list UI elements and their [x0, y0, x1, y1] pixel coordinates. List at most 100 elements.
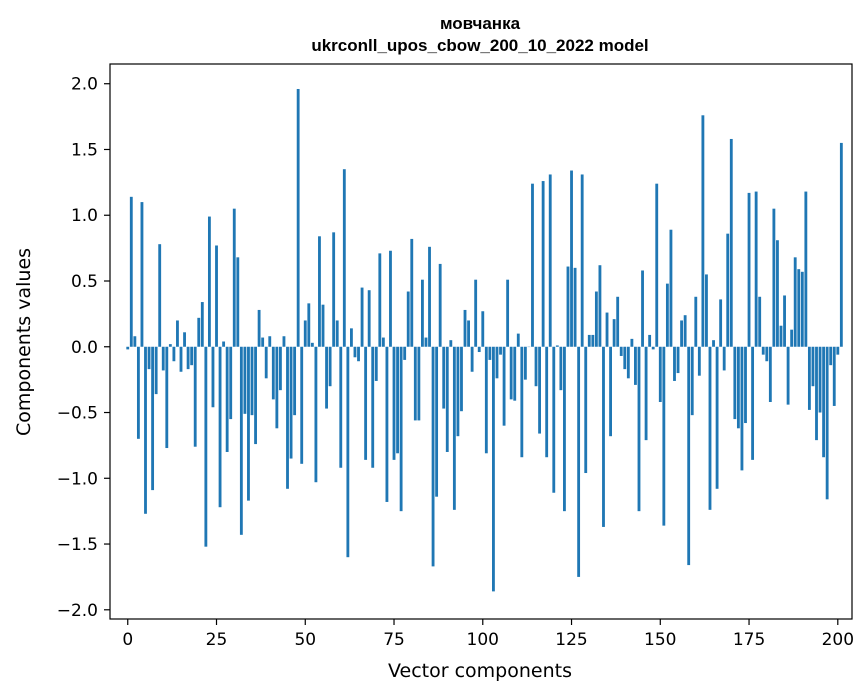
bar-52: [310, 342, 314, 347]
bar-144: [637, 346, 641, 512]
bar-56: [325, 346, 328, 409]
bar-4: [140, 202, 144, 347]
bar-64: [353, 346, 357, 358]
bar-45: [286, 346, 289, 489]
bar-141: [626, 346, 630, 379]
bar-106: [502, 346, 506, 426]
bar-104: [495, 346, 499, 379]
bar-8: [154, 346, 158, 395]
bar-60: [339, 346, 343, 468]
chart-title-line-2: ukrconll_upos_cbow_200_10_2022 model: [311, 36, 648, 55]
bar-100: [481, 311, 485, 347]
x-tick-label-125: 125: [555, 630, 587, 650]
bar-147: [648, 334, 652, 347]
bar-22: [204, 346, 208, 547]
bar-90: [445, 346, 449, 452]
bar-82: [417, 346, 421, 421]
bar-179: [761, 346, 765, 355]
bar-74: [389, 250, 392, 347]
y-tick-label-2: 1.0: [71, 206, 98, 226]
bar-108: [509, 346, 513, 400]
bar-66: [360, 287, 364, 347]
bar-49: [300, 346, 304, 464]
bar-171: [733, 346, 737, 420]
bar-36: [254, 346, 257, 445]
x-tick-label-0: 0: [122, 630, 133, 650]
bar-32: [239, 346, 243, 535]
bar-59: [335, 320, 339, 347]
bar-187: [790, 329, 794, 347]
bar-109: [513, 346, 517, 401]
bar-139: [619, 346, 623, 356]
bar-31: [236, 257, 240, 347]
bar-153: [669, 229, 673, 347]
y-tick-label-6: −1.0: [57, 469, 98, 489]
chart-title-line-1: мовчанка: [440, 14, 521, 33]
bar-95: [463, 309, 467, 347]
bar-120: [552, 346, 556, 493]
bar-70: [374, 346, 378, 381]
bar-79: [406, 291, 410, 347]
bar-96: [467, 320, 470, 347]
bar-119: [548, 174, 552, 347]
bar-160: [694, 296, 698, 347]
bar-132: [594, 291, 598, 347]
bar-71: [378, 253, 382, 347]
bar-94: [460, 346, 463, 412]
bar-128: [580, 174, 584, 347]
bar-169: [726, 233, 730, 347]
bar-182: [772, 208, 776, 347]
bar-83: [421, 279, 424, 347]
bar-193: [811, 346, 815, 387]
bar-91: [449, 340, 453, 347]
bar-29: [229, 346, 233, 420]
bar-164: [708, 346, 712, 510]
bar-114: [531, 183, 534, 347]
bar-149: [655, 183, 659, 347]
bar-189: [797, 269, 801, 347]
bar-107: [506, 279, 510, 347]
bar-63: [350, 328, 353, 347]
bar-48: [296, 88, 300, 347]
bar-102: [488, 346, 492, 360]
bar-12: [168, 344, 172, 347]
bar-188: [793, 257, 797, 347]
bar-196: [822, 346, 826, 458]
bar-16: [183, 332, 186, 347]
bar-98: [474, 279, 478, 347]
bar-200: [836, 346, 840, 355]
bar-117: [541, 181, 545, 347]
bar-181: [768, 346, 772, 402]
bar-76: [396, 346, 399, 454]
bar-146: [644, 346, 648, 441]
bar-183: [776, 240, 779, 347]
bar-170: [729, 138, 733, 347]
bar-89: [442, 346, 446, 409]
bar-157: [683, 315, 687, 347]
bar-0: [126, 346, 130, 350]
bar-133: [598, 265, 602, 347]
bar-186: [786, 346, 790, 405]
bar-178: [758, 296, 762, 347]
bar-111: [520, 346, 524, 458]
x-tick-label-25: 25: [206, 630, 228, 650]
bar-23: [207, 216, 211, 347]
bar-184: [779, 325, 783, 347]
bar-92: [452, 346, 456, 510]
bar-42: [275, 346, 279, 429]
bar-159: [690, 346, 694, 416]
bar-125: [570, 170, 573, 347]
y-tick-label-8: −2.0: [57, 601, 98, 621]
bar-69: [371, 346, 375, 468]
bar-65: [357, 346, 360, 362]
bar-86: [431, 346, 435, 567]
x-tick-label-200: 200: [822, 630, 854, 650]
plot-frame: [109, 63, 853, 620]
bar-38: [261, 337, 265, 347]
bar-103: [492, 346, 495, 592]
bar-30: [232, 208, 236, 347]
bar-34: [247, 346, 250, 501]
bar-11: [165, 346, 169, 449]
bar-81: [413, 346, 417, 421]
